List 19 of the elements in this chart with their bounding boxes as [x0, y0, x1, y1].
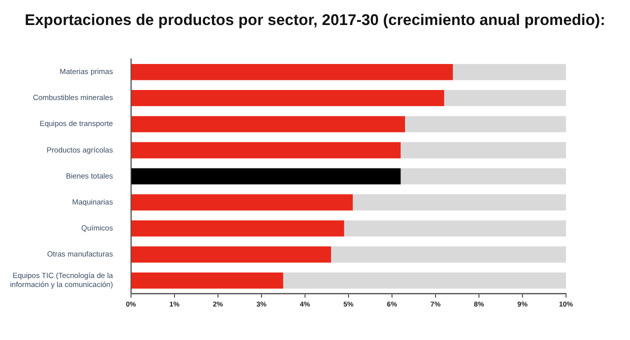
bar: [131, 194, 353, 210]
chart-title: Exportaciones de productos por sector, 2017-30 (crecimiento anual promedio):: [24, 12, 606, 30]
bar: [444, 90, 566, 106]
bar: [131, 246, 332, 263]
bar: [344, 220, 566, 237]
bar: [405, 116, 566, 132]
bar: [131, 116, 406, 132]
bar: [131, 168, 401, 184]
bar: [283, 272, 566, 289]
bar: [131, 220, 344, 237]
bar: [400, 142, 566, 158]
bar: [331, 246, 566, 263]
bar: [352, 194, 566, 210]
bar: [131, 272, 284, 289]
bar: [452, 64, 566, 80]
bar: [400, 168, 566, 184]
bar: [131, 64, 453, 80]
bar: [131, 90, 444, 106]
bar: [131, 142, 401, 158]
